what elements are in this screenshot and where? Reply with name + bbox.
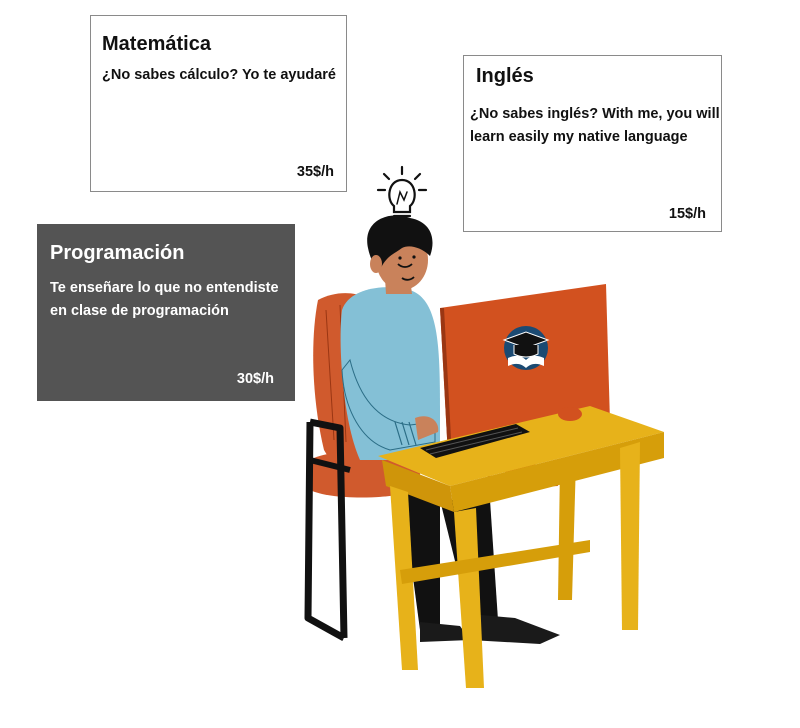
student-person	[340, 215, 560, 644]
programming-tutoring-card[interactable]: Programación Te enseñare lo que no enten…	[37, 224, 295, 401]
card-price: 15$/h	[668, 206, 706, 222]
card-description: ¿No sabes cálculo? Yo te ayudaré	[102, 67, 336, 83]
card-title: Matemática	[102, 33, 211, 55]
card-title: Inglés	[476, 65, 534, 87]
card-price: 35$/h	[296, 164, 334, 180]
desk	[378, 406, 664, 688]
card-title: Programación	[50, 242, 185, 264]
card-price: 30$/h	[236, 371, 274, 387]
card-description: ¿No sabes inglés? With me, you will lear…	[470, 106, 720, 145]
card-description: Te enseñare lo que no entendiste en clas…	[50, 280, 279, 319]
student-at-computer-illustration	[304, 165, 664, 688]
math-tutoring-card[interactable]: Matemática ¿No sabes cálculo? Yo te ayud…	[90, 15, 347, 192]
lightbulb-icon	[376, 165, 428, 226]
graduation-book-logo-icon	[502, 326, 550, 370]
english-tutoring-card[interactable]: Inglés ¿No sabes inglés? With me, you wi…	[463, 55, 722, 232]
